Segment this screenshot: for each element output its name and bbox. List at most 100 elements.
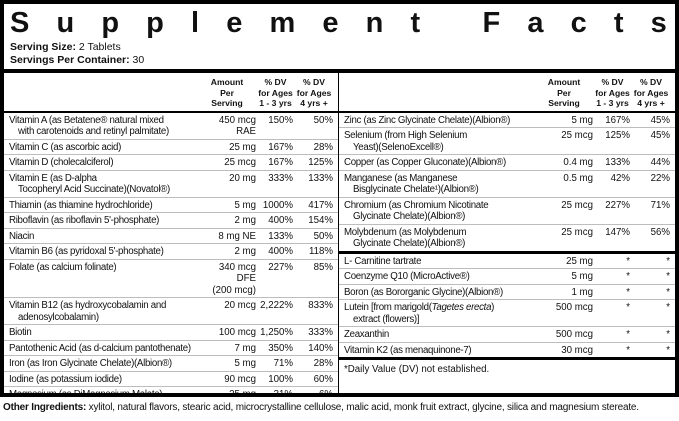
dv-ages-4plus-header: % DV for Ages 4 yrs + <box>633 77 669 108</box>
row-zinc: Zinc (as Zinc Glycinate Chelate)(Albion®… <box>339 113 675 128</box>
nutrient-dv-1-3: 42% <box>610 172 630 184</box>
row-vitamin-c: Vitamin C (as ascorbic acid) 25 mg 167% 28% <box>4 138 338 155</box>
nutrient-dv-1-3: * <box>626 255 630 267</box>
row-biotin: Biotin 100 mcg 1,250% 333% <box>4 324 338 340</box>
nutrient-dv-1-3: * <box>626 329 630 340</box>
row-copper: Copper (as Copper Gluconate)(Albion®) 0.4… <box>339 154 675 170</box>
row-boron: Boron (as Bororganic Glycine)(Albion®) 1 … <box>339 283 675 300</box>
nutrient-dv-1-3: 167% <box>605 114 630 126</box>
nutrient-name: Selenium (from High Selenium Yeast)(Sele… <box>344 130 467 153</box>
nutrient-dv-1-3: * <box>626 286 630 298</box>
nutrient-dv-4plus: * <box>666 344 670 356</box>
nutrient-name: Vitamin K2 (as menaquinone-7) <box>344 344 472 356</box>
nutrient-dv-4plus: * <box>666 302 670 313</box>
nutrient-amount: 5 mg <box>571 114 593 126</box>
nutrient-amount: 90 mcg <box>224 373 256 385</box>
dv-ages-4plus-header: % DV for Ages 4 yrs + <box>296 77 332 108</box>
nutrient-dv-1-3: 125% <box>605 130 630 141</box>
nutrient-amount: 0.4 mg <box>563 157 593 168</box>
serving-size-line: Serving Size: 2 Tablets <box>10 41 669 54</box>
row-iron: Iron (as Iron Glycinate Chelate)(Albion®… <box>4 355 338 371</box>
row-thiamin: Thiamin (as thiamine hydrochloride) 5 mg 1… <box>4 196 338 213</box>
nutrient-name: Magnesium (as DiMagnesium Malate)(Albion… <box>9 389 196 393</box>
other-ingredients: Other Ingredients: xylitol, natural flav… <box>0 397 679 414</box>
nutrient-dv-4plus: 85% <box>313 261 333 273</box>
center-divider <box>338 73 339 393</box>
nutrient-name: Zeaxanthin <box>344 329 389 340</box>
nutrient-name: Copper (as Copper Gluconate)(Albion®) <box>344 157 506 168</box>
nutrient-name: Vitamin E (as D-alpha Tocopheryl Acid Su… <box>9 172 170 196</box>
nutrient-name: Zinc (as Zinc Glycinate Chelate)(Albion®… <box>344 114 511 126</box>
nutrient-dv-1-3: 2,222% <box>260 300 293 311</box>
nutrient-dv-4plus: 50% <box>313 114 333 126</box>
nutrient-name: Thiamin (as thiamine hydrochloride) <box>9 199 153 211</box>
nutrient-name: Lutein [from marigold(Tagetes erecta) ex… <box>344 302 533 325</box>
row-iodine: Iodine (as potassium iodide) 90 mcg 100% 60… <box>4 370 338 387</box>
nutrient-amount: 25 mg <box>229 141 256 153</box>
nutrient-dv-4plus: * <box>666 286 670 298</box>
top-divider-bar <box>4 69 675 73</box>
row-lutein: Lutein [from marigold(Tagetes erecta) ex… <box>339 299 675 326</box>
row-vitamin-d: Vitamin D (cholecalciferol) 25 mcg 167% 125… <box>4 154 338 170</box>
nutrient-dv-1-3: * <box>626 344 630 356</box>
nutrient-name: Vitamin C (as ascorbic acid) <box>9 141 122 153</box>
row-zeaxanthin: Zeaxanthin 500 mcg * * <box>339 326 675 342</box>
lutein-name-post: ) extract (flowers)] <box>353 302 495 325</box>
nutrient-dv-1-3: 133% <box>605 157 630 168</box>
nutrient-dv-4plus: * <box>666 255 670 267</box>
nutrient-amount: 450 mcg RAE <box>218 114 256 138</box>
nutrient-dv-1-3: 333% <box>268 172 293 184</box>
nutrient-amount: 2 mg <box>234 246 256 257</box>
lutein-botanical-name: Tagetes erecta <box>431 302 492 313</box>
header-rule <box>4 110 338 113</box>
nutrient-amount: 5 mg <box>234 199 256 211</box>
nutrient-dv-4plus: 417% <box>308 199 333 211</box>
nutrient-dv-1-3: 71% <box>273 358 293 369</box>
nutrient-dv-4plus: 45% <box>650 130 670 141</box>
serving-size-label: Serving Size: <box>10 41 76 53</box>
nutrient-dv-4plus: 125% <box>308 157 333 168</box>
nutrient-name: Manganese (as Manganese Bisglycinate Che… <box>344 172 479 196</box>
nutrient-amount: 30 mcg <box>561 344 593 356</box>
nutrient-dv-4plus: 28% <box>313 141 333 153</box>
row-vitamin-b6: Vitamin B6 (as pyridoxal 5'-phosphate) 2 … <box>4 243 338 259</box>
nutrient-dv-4plus: 833% <box>308 300 333 311</box>
nutrient-amount: 20 mg <box>229 172 256 184</box>
nutrient-dv-1-3: 150% <box>268 114 293 126</box>
row-l-carnitine: L- Carnitine tartrate 25 mg * * <box>339 254 675 269</box>
nutrient-dv-4plus: 44% <box>650 157 670 168</box>
row-coenzyme-q10: Coenzyme Q10 (MicroActive®) 5 mg * * <box>339 268 675 284</box>
nutrient-amount: 25 mg <box>198 389 256 393</box>
dv-ages-1-3-header: % DV for Ages 1 - 3 yrs <box>595 77 630 108</box>
nutrient-dv-4plus: 71% <box>650 199 670 211</box>
nutrient-dv-1-3: 350% <box>268 342 293 354</box>
nutrient-dv-4plus: 50% <box>313 230 333 242</box>
row-vitamin-k2: Vitamin K2 (as menaquinone-7) 30 mcg * * <box>339 341 675 358</box>
row-magnesium: Magnesium (as DiMagnesium Malate)(Albion… <box>4 386 338 393</box>
nutrient-name: Vitamin D (cholecalciferol) <box>9 157 114 168</box>
nutrient-amount: 20 mcg <box>224 300 256 311</box>
nutrient-dv-4plus: 140% <box>308 342 333 354</box>
nutrient-dv-4plus: 45% <box>650 114 670 126</box>
nutrient-dv-4plus: * <box>666 271 670 282</box>
left-column-header: Amount Per Serving % DV for Ages 1 - 3 y… <box>4 73 338 111</box>
nutrient-name: Chromium (as Chromium Nicotinate Glycina… <box>344 199 489 223</box>
nutrient-dv-4plus: 28% <box>313 358 333 369</box>
nutrient-dv-1-3: 31% <box>258 389 293 393</box>
row-selenium: Selenium (from High Selenium Yeast)(Sele… <box>339 127 675 154</box>
nutrient-amount: 0.5 mg <box>563 172 593 184</box>
nutrient-name: Biotin <box>9 327 32 338</box>
nutrient-dv-1-3: * <box>626 271 630 282</box>
left-column: Amount Per Serving % DV for Ages 1 - 3 y… <box>4 73 338 393</box>
nutrient-name: Vitamin A (as Betatene® natural mixed wi… <box>9 114 169 138</box>
nutrient-amount: 500 mcg <box>555 302 593 313</box>
nutrient-dv-1-3: 227% <box>605 199 630 211</box>
servings-per-container-value: 30 <box>129 54 145 66</box>
servings-per-container-label: Servings Per Container: <box>10 54 130 66</box>
row-molybdenum: Molybdenum (as Molybdenum Glycinate Chel… <box>339 223 675 251</box>
nutrient-dv-1-3: 147% <box>605 226 630 238</box>
row-niacin: Niacin 8 mg NE 133% 50% <box>4 227 338 244</box>
nutrient-amount: 100 mcg <box>218 327 256 338</box>
